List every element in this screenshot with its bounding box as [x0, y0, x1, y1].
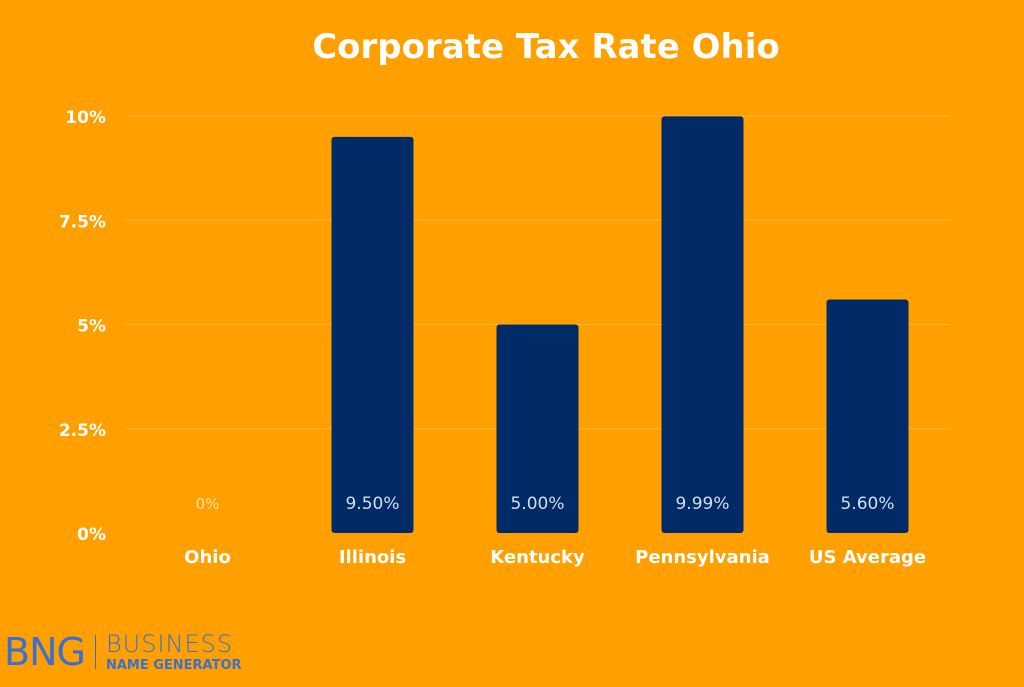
x-tick-label: Ohio [184, 547, 231, 568]
x-tick-label: Pennsylvania [635, 547, 770, 568]
logo-divider [94, 635, 96, 669]
x-tick-label: US Average [809, 547, 926, 568]
y-tick-label: 10% [65, 108, 106, 128]
bars [331, 116, 909, 534]
value-labels: 0% 9.50% 5.00% 9.99% 5.60% [196, 494, 895, 514]
x-tick-label: Kentucky [490, 547, 585, 568]
logo-word-name-generator: NAME GENERATOR [105, 658, 242, 673]
bar [496, 324, 579, 533]
y-tick-label: 5% [77, 317, 106, 337]
logo-text: BUSINESS NAME GENERATOR [106, 632, 242, 672]
logo-word-business: BUSINESS [105, 630, 234, 658]
data-label: 0% [196, 495, 220, 513]
bar [661, 116, 744, 534]
chart-title: Corporate Tax Rate Ohio [312, 27, 780, 67]
data-label: 9.99% [675, 494, 729, 514]
bar [331, 136, 414, 533]
data-label: 5.00% [510, 494, 564, 514]
bar [826, 299, 909, 533]
y-tick-label: 0% [77, 525, 106, 545]
x-axis-ticks: Ohio Illinois Kentucky Pennsylvania US Avera… [184, 547, 926, 568]
y-axis-ticks: 0% 2.5% 5% 7.5% 10% [59, 108, 106, 545]
y-tick-label: 7.5% [59, 212, 106, 232]
x-tick-label: Illinois [339, 547, 406, 568]
brand-logo: BNG BUSINESS NAME GENERATOR [4, 628, 242, 676]
y-tick-label: 2.5% [59, 421, 106, 441]
data-label: 9.50% [345, 494, 399, 514]
logo-mark: BNG [4, 630, 86, 674]
data-label: 5.60% [840, 494, 894, 514]
